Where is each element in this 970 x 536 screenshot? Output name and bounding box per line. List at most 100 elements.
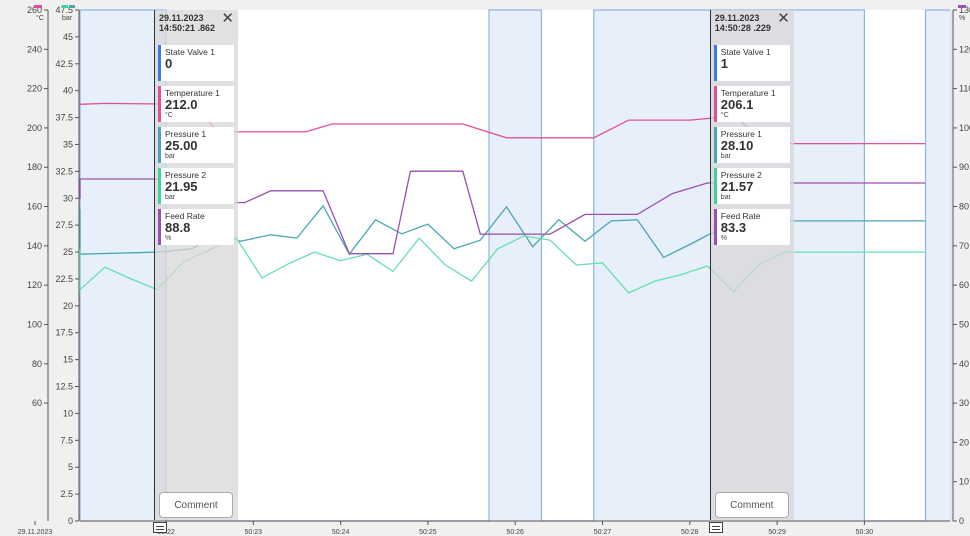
temperature-axis-color-swatch xyxy=(34,5,42,8)
cursor-panel[interactable]: 29.11.2023 14:50:28 .229 ✕ State Valve 1 1 Te… xyxy=(709,10,794,520)
cursor-value-name: Temperature 1 xyxy=(165,88,220,98)
close-icon[interactable]: ✕ xyxy=(777,10,790,27)
pressure-tick-label: 10 xyxy=(63,408,73,418)
pressure-tick-label: 37.5 xyxy=(55,113,73,123)
pressure-tick-label: 30 xyxy=(63,193,73,203)
feed-tick-label: 40 xyxy=(959,359,969,369)
temperature-tick-label: 180 xyxy=(27,162,42,172)
pressure-tick-label: 17.5 xyxy=(55,328,73,338)
cursor-value-card: Pressure 2 21.95 bar xyxy=(158,168,234,204)
cursor-drag-handle[interactable] xyxy=(708,522,723,533)
feed-tick-label: 110 xyxy=(959,84,970,94)
feed-tick-label: 20 xyxy=(959,437,969,447)
feed-tick-label: 30 xyxy=(959,398,969,408)
cursor-value-unit: bar xyxy=(720,153,731,160)
feed-tick-label: 0 xyxy=(959,516,964,526)
pressure-tick-label: 7.5 xyxy=(60,435,73,445)
cursor-value-name: Pressure 1 xyxy=(165,129,207,139)
comment-button[interactable]: Comment xyxy=(714,492,789,518)
cursor-header: 29.11.2023 14:50:21 .862 ✕ xyxy=(155,10,238,43)
cursor-value: 206.1 xyxy=(720,97,754,112)
time-tick-label: 50:25 xyxy=(419,529,437,536)
cursor-value-name: Pressure 1 xyxy=(720,129,762,139)
pressure-tick-label: 45 xyxy=(63,32,73,42)
temperature-tick-label: 160 xyxy=(27,202,42,212)
cursor-panel[interactable]: 29.11.2023 14:50:21 .862 ✕ State Valve 1 0 Te… xyxy=(154,10,238,520)
cursor-value: 1 xyxy=(720,56,729,71)
pressure-tick-label: 32.5 xyxy=(55,166,73,176)
pressure-tick-label: 47.5 xyxy=(55,5,73,15)
cursor-value-unit: % xyxy=(720,235,728,242)
feed-tick-label: 80 xyxy=(959,202,969,212)
temperature-tick-label: 80 xyxy=(32,359,42,369)
cursor-value-card: Pressure 1 28.10 bar xyxy=(713,127,790,163)
time-tick-label: 29.11.2023 xyxy=(18,529,53,536)
cursor-value: 28.10 xyxy=(720,138,754,153)
feed-tick-label: 90 xyxy=(959,162,969,172)
cursor-value-card: Pressure 2 21.57 bar xyxy=(713,168,790,204)
cursor-time: 14:50:28 .229 xyxy=(714,23,771,33)
cursor-value: 0 xyxy=(165,56,173,71)
cursor-value-unit: °C xyxy=(165,112,173,119)
cursor-value-unit: % xyxy=(165,235,172,242)
time-tick-label: 50:28 xyxy=(681,529,699,536)
cursor-value: 21.57 xyxy=(720,179,754,194)
feed-tick-label: 60 xyxy=(959,280,969,290)
time-tick-label: 50:27 xyxy=(594,529,612,536)
pressure-tick-label: 15 xyxy=(63,355,73,365)
cursor-value: 83.3 xyxy=(720,220,747,235)
valve-open-region xyxy=(925,10,952,521)
pressure-tick-label: 35 xyxy=(63,139,73,149)
series-line-pressure-2 xyxy=(79,235,925,294)
cursor-value-name: State Valve 1 xyxy=(720,47,771,57)
feed-tick-label: 120 xyxy=(959,44,970,54)
feed-tick-label: 130 xyxy=(959,5,970,15)
cursor-value-name: Pressure 2 xyxy=(720,170,762,180)
cursor-value: 88.8 xyxy=(165,220,191,235)
cursor-drag-handle[interactable] xyxy=(153,522,167,533)
valve-open-region xyxy=(489,10,542,521)
time-tick-label: 50:30 xyxy=(856,529,874,536)
pressure-tick-label: 2.5 xyxy=(60,489,73,499)
cursor-value-name: State Valve 1 xyxy=(165,47,215,57)
pressure-tick-label: 0 xyxy=(68,516,73,526)
temperature-tick-label: 240 xyxy=(27,44,42,54)
cursor-value-unit: bar xyxy=(165,153,176,160)
cursor-value-name: Feed Rate xyxy=(720,211,761,221)
time-tick-label: 50:29 xyxy=(768,529,786,536)
cursor-value-name: Pressure 2 xyxy=(165,170,207,180)
cursor-date: 29.11.2023 xyxy=(159,13,204,23)
cursor-value-unit: bar xyxy=(720,194,731,201)
pressure-axis-color-swatch xyxy=(69,5,75,8)
valve-open-region xyxy=(80,10,166,521)
time-tick-label: 50:23 xyxy=(245,529,263,536)
temperature-axis-unit: °C xyxy=(36,14,44,22)
pressure-axis-unit: bar xyxy=(62,15,73,22)
feed-tick-label: 100 xyxy=(959,123,970,133)
time-tick-label: 50:24 xyxy=(332,529,350,536)
temperature-tick-label: 100 xyxy=(27,319,42,329)
close-icon[interactable]: ✕ xyxy=(221,10,234,27)
pressure-tick-label: 42.5 xyxy=(55,59,73,69)
temperature-tick-label: 260 xyxy=(27,5,42,15)
cursor-value-card: Temperature 1 206.1 °C xyxy=(713,86,790,122)
feed-tick-label: 50 xyxy=(959,319,969,329)
cursor-value-unit: °C xyxy=(720,112,729,119)
comment-button[interactable]: Comment xyxy=(159,492,233,518)
cursor-value-name: Temperature 1 xyxy=(720,88,776,98)
cursor-value: 25.00 xyxy=(165,138,198,153)
cursor-value-card: Feed Rate 83.3% xyxy=(713,209,790,245)
cursor-value: 21.95 xyxy=(165,179,198,194)
cursor-value-card: Feed Rate 88.8% xyxy=(158,209,234,245)
temperature-tick-label: 140 xyxy=(27,241,42,251)
cursor-header: 29.11.2023 14:50:28 .229 ✕ xyxy=(711,10,794,43)
feed-tick-label: 10 xyxy=(959,477,969,487)
cursor-time: 14:50:21 .862 xyxy=(159,23,216,33)
pressure-tick-label: 27.5 xyxy=(55,220,73,230)
series-line-pressure-1 xyxy=(79,204,925,259)
feed-tick-label: 70 xyxy=(959,241,969,251)
pressure-axis-color-swatch xyxy=(62,5,68,8)
temperature-tick-label: 220 xyxy=(27,84,42,94)
